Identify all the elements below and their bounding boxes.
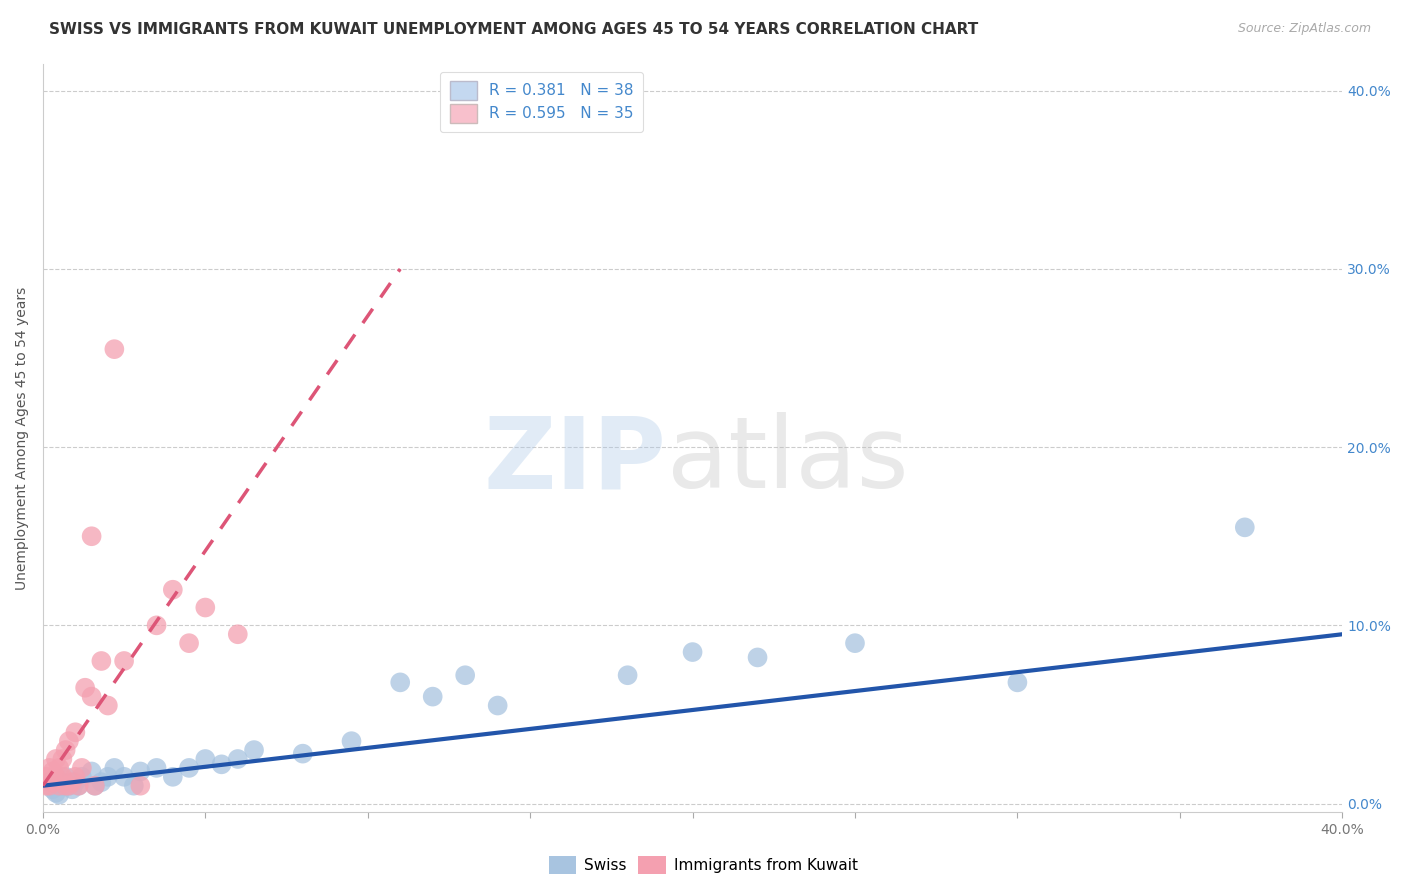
Point xyxy=(45,770,67,784)
Point xyxy=(80,764,103,779)
Point xyxy=(60,775,83,789)
Point xyxy=(129,779,152,793)
Point xyxy=(454,668,477,682)
Point xyxy=(226,627,249,641)
Point xyxy=(55,743,77,757)
Point xyxy=(35,770,58,784)
Point xyxy=(112,654,135,668)
Point xyxy=(41,775,63,789)
Point xyxy=(177,761,200,775)
Point xyxy=(112,770,135,784)
Point xyxy=(58,734,80,748)
Point xyxy=(38,779,60,793)
Point xyxy=(226,752,249,766)
Point xyxy=(67,779,90,793)
Point xyxy=(291,747,314,761)
Point xyxy=(90,775,112,789)
Point xyxy=(80,690,103,704)
Point xyxy=(90,654,112,668)
Point xyxy=(83,779,105,793)
Text: SWISS VS IMMIGRANTS FROM KUWAIT UNEMPLOYMENT AMONG AGES 45 TO 54 YEARS CORRELATI: SWISS VS IMMIGRANTS FROM KUWAIT UNEMPLOY… xyxy=(49,22,979,37)
Point xyxy=(60,782,83,797)
Point xyxy=(83,779,105,793)
Point xyxy=(243,743,266,757)
Point xyxy=(65,725,87,739)
Point xyxy=(747,650,769,665)
Point xyxy=(55,779,77,793)
Point xyxy=(486,698,509,713)
Point xyxy=(162,770,184,784)
Point xyxy=(45,786,67,800)
Point xyxy=(97,770,120,784)
Point xyxy=(103,761,125,775)
Y-axis label: Unemployment Among Ages 45 to 54 years: Unemployment Among Ages 45 to 54 years xyxy=(15,286,30,590)
Point xyxy=(67,779,90,793)
Point xyxy=(48,761,70,775)
Text: atlas: atlas xyxy=(666,412,908,509)
Text: ZIP: ZIP xyxy=(484,412,666,509)
Point xyxy=(422,690,444,704)
Point xyxy=(1233,520,1256,534)
Point xyxy=(616,668,638,682)
Point xyxy=(65,775,87,789)
Point xyxy=(194,600,217,615)
Point xyxy=(844,636,866,650)
Point xyxy=(145,618,167,632)
Point xyxy=(194,752,217,766)
Point xyxy=(211,757,233,772)
Point xyxy=(389,675,412,690)
Point xyxy=(58,779,80,793)
Point xyxy=(48,788,70,802)
Point xyxy=(122,779,145,793)
Legend: R = 0.381   N = 38, R = 0.595   N = 35: R = 0.381 N = 38, R = 0.595 N = 35 xyxy=(440,71,643,132)
Text: Source: ZipAtlas.com: Source: ZipAtlas.com xyxy=(1237,22,1371,36)
Point xyxy=(162,582,184,597)
Point xyxy=(129,764,152,779)
Point xyxy=(145,761,167,775)
Point xyxy=(97,698,120,713)
Point xyxy=(682,645,704,659)
Point xyxy=(45,752,67,766)
Point xyxy=(38,775,60,789)
Point xyxy=(65,770,87,784)
Point xyxy=(1007,675,1029,690)
Point xyxy=(51,779,73,793)
Point xyxy=(55,770,77,784)
Point xyxy=(51,770,73,784)
Point xyxy=(340,734,363,748)
Point xyxy=(177,636,200,650)
Point xyxy=(38,761,60,775)
Point xyxy=(48,779,70,793)
Point xyxy=(70,770,93,784)
Point xyxy=(70,761,93,775)
Point xyxy=(41,764,63,779)
Point xyxy=(35,779,58,793)
Point xyxy=(103,342,125,356)
Point xyxy=(58,779,80,793)
Point xyxy=(41,782,63,797)
Point xyxy=(51,752,73,766)
Point xyxy=(75,681,97,695)
Legend: Swiss, Immigrants from Kuwait: Swiss, Immigrants from Kuwait xyxy=(543,850,863,880)
Point xyxy=(80,529,103,543)
